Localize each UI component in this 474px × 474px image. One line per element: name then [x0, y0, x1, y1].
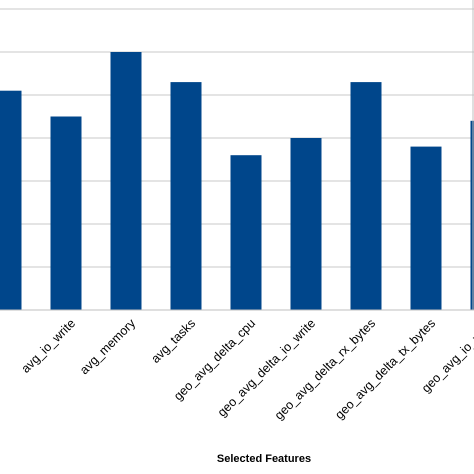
bar: [470, 120, 474, 310]
bar: [350, 82, 382, 310]
bar: [0, 90, 22, 310]
bars: [0, 52, 474, 310]
bar: [50, 116, 82, 310]
bar: [170, 82, 202, 310]
bar: [290, 138, 322, 310]
x-tick-label: geo_avg_delta_rx_bytes: [272, 316, 378, 422]
bar: [110, 52, 142, 310]
x-tick-label: geo_avg_delta_io_write: [215, 316, 318, 419]
x-tick-label: avg_memory: [77, 316, 139, 378]
x-tick-label: avg_io_write: [19, 316, 79, 376]
bar: [410, 146, 442, 310]
bar: [230, 155, 262, 310]
axes: [0, 0, 474, 311]
x-tick-label: geo_avg_delta_tx_bytes: [332, 316, 438, 422]
x-tick-labels: avg_io_write avg_memory avg_tasks geo_avg_d…: [19, 316, 474, 423]
x-axis-title: Selected Features: [217, 453, 311, 465]
x-tick-label: avg_tasks: [148, 316, 198, 366]
